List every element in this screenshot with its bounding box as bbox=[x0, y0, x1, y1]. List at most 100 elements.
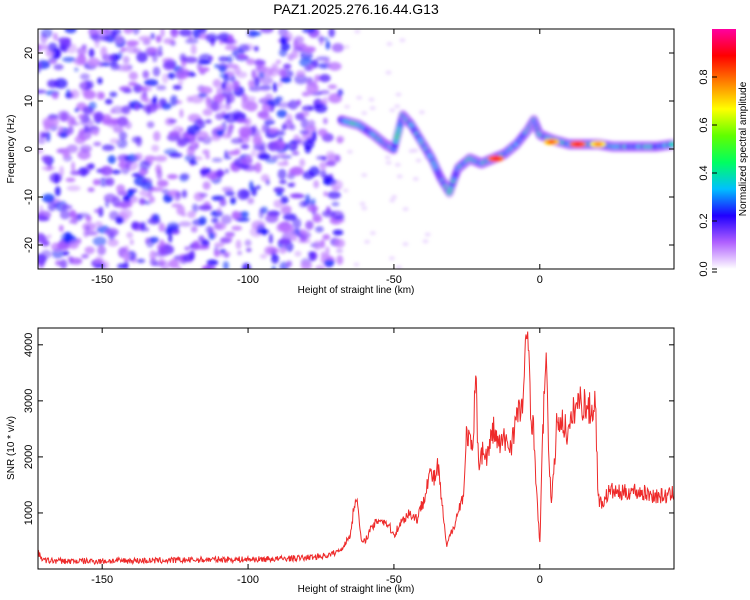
noise-blob bbox=[116, 184, 126, 193]
noise-blob bbox=[276, 109, 288, 118]
noise-blob bbox=[167, 72, 176, 80]
noise-blob bbox=[132, 29, 140, 35]
noise-blob bbox=[346, 149, 353, 154]
noise-blob bbox=[217, 206, 222, 214]
noise-blob bbox=[190, 44, 197, 55]
noise-blob bbox=[321, 210, 336, 218]
noise-blob bbox=[168, 232, 173, 243]
noise-blob bbox=[311, 80, 318, 89]
noise-blob bbox=[328, 61, 342, 71]
noise-blob bbox=[271, 266, 276, 269]
noise-blob bbox=[314, 74, 322, 82]
noise-blob bbox=[154, 155, 168, 161]
noise-blob bbox=[290, 230, 298, 242]
noise-blob bbox=[231, 210, 241, 220]
snr-frame bbox=[37, 327, 675, 570]
noise-blob bbox=[182, 254, 194, 262]
noise-blob bbox=[334, 154, 341, 163]
noise-blob bbox=[92, 236, 107, 247]
noise-blob bbox=[202, 181, 211, 190]
noise-blob bbox=[183, 56, 198, 64]
noise-blob bbox=[84, 246, 95, 255]
colorbar-tick-label: 0.8 bbox=[698, 69, 710, 84]
noise-blob bbox=[258, 208, 264, 219]
noise-blob bbox=[82, 167, 86, 177]
noise-blob bbox=[63, 147, 69, 157]
noise-blob bbox=[62, 56, 76, 63]
noise-blob bbox=[221, 186, 234, 192]
noise-blob bbox=[290, 139, 303, 144]
noise-blob bbox=[267, 141, 281, 152]
noise-blob bbox=[74, 107, 79, 113]
noise-blob bbox=[202, 108, 213, 117]
noise-blob bbox=[221, 132, 232, 139]
noise-blob bbox=[172, 84, 182, 90]
noise-blob bbox=[325, 246, 330, 257]
noise-blob bbox=[283, 213, 297, 221]
noise-blob bbox=[124, 121, 132, 130]
noise-blob bbox=[88, 101, 97, 111]
noise-blob bbox=[134, 103, 140, 111]
noise-blob bbox=[249, 31, 262, 37]
noise-blob bbox=[74, 135, 86, 145]
noise-blob bbox=[76, 214, 83, 221]
noise-blob bbox=[321, 156, 327, 161]
noise-blob bbox=[93, 111, 104, 122]
noise-blob bbox=[188, 34, 193, 41]
noise-blob bbox=[38, 136, 46, 145]
noise-blob bbox=[38, 44, 49, 51]
noise-blob bbox=[101, 62, 111, 67]
noise-blob bbox=[140, 92, 145, 102]
noise-blob bbox=[151, 144, 160, 152]
noise-blob bbox=[296, 99, 302, 106]
noise-blob bbox=[246, 58, 256, 65]
noise-blob bbox=[54, 186, 61, 197]
noise-blob bbox=[261, 124, 266, 134]
noise-blob bbox=[394, 104, 401, 109]
noise-blob bbox=[201, 265, 207, 269]
noise-blob bbox=[221, 82, 227, 90]
noise-blob bbox=[308, 105, 314, 111]
noise-blob bbox=[40, 29, 53, 39]
noise-blob bbox=[245, 154, 252, 161]
colorbar-tick-label: 0.4 bbox=[698, 165, 710, 180]
noise-blob bbox=[299, 158, 306, 167]
noise-blob bbox=[149, 250, 157, 261]
noise-blob bbox=[300, 260, 312, 269]
noise-blob bbox=[112, 125, 124, 133]
noise-blob bbox=[54, 173, 60, 184]
noise-blob bbox=[343, 45, 350, 49]
noise-blob bbox=[298, 228, 307, 236]
noise-blob bbox=[69, 209, 77, 218]
noise-blob bbox=[38, 232, 46, 244]
noise-blob bbox=[205, 96, 212, 106]
noise-blob bbox=[213, 94, 225, 103]
noise-blob bbox=[319, 34, 324, 46]
noise-blob bbox=[190, 226, 198, 233]
noise-blob bbox=[139, 168, 146, 175]
noise-blob bbox=[247, 197, 255, 205]
noise-blob bbox=[331, 201, 340, 207]
noise-blob bbox=[130, 195, 139, 203]
noise-blob bbox=[254, 162, 262, 173]
noise-blob bbox=[51, 248, 64, 259]
noise-blob bbox=[38, 89, 47, 94]
noise-blob bbox=[303, 47, 316, 53]
noise-blob bbox=[177, 138, 189, 146]
noise-blob bbox=[202, 149, 210, 155]
colorbar-label: Normalized spectral amplitude bbox=[738, 81, 749, 216]
noise-blob bbox=[104, 98, 113, 105]
x-tick-label: -50 bbox=[386, 274, 402, 286]
noise-blob bbox=[277, 168, 287, 180]
noise-blob bbox=[279, 39, 288, 44]
noise-blob bbox=[136, 51, 148, 63]
noise-blob bbox=[279, 179, 287, 185]
noise-blob bbox=[156, 169, 163, 180]
noise-blob bbox=[146, 121, 155, 129]
noise-blob bbox=[177, 266, 182, 269]
colorbar-tick-label: 0.6 bbox=[698, 117, 710, 132]
noise-blob bbox=[59, 39, 70, 47]
noise-blob bbox=[151, 213, 160, 221]
x-tick-label: -150 bbox=[91, 274, 113, 286]
noise-blob bbox=[361, 173, 368, 178]
